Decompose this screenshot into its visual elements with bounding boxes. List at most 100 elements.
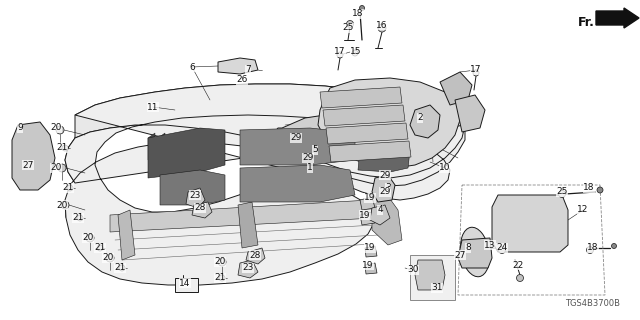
- Polygon shape: [160, 170, 225, 205]
- Polygon shape: [218, 58, 258, 74]
- Circle shape: [97, 245, 103, 251]
- Polygon shape: [168, 133, 175, 160]
- Text: 3: 3: [385, 183, 391, 193]
- Text: 23: 23: [243, 263, 253, 273]
- Text: 24: 24: [497, 244, 508, 252]
- Text: 17: 17: [470, 66, 482, 75]
- Polygon shape: [320, 87, 402, 108]
- Text: 27: 27: [22, 161, 34, 170]
- Text: 25: 25: [556, 188, 568, 196]
- Circle shape: [378, 24, 386, 32]
- Polygon shape: [323, 105, 405, 126]
- Text: 9: 9: [17, 124, 23, 132]
- Circle shape: [473, 70, 479, 76]
- Text: 16: 16: [376, 20, 388, 29]
- Circle shape: [218, 258, 226, 266]
- Text: 8: 8: [465, 244, 471, 252]
- Text: 7: 7: [245, 66, 251, 75]
- Text: 14: 14: [179, 278, 191, 287]
- Polygon shape: [238, 260, 258, 278]
- Polygon shape: [238, 202, 258, 248]
- Ellipse shape: [461, 227, 490, 277]
- Polygon shape: [272, 115, 345, 162]
- Circle shape: [62, 145, 68, 151]
- Text: 30: 30: [407, 266, 419, 275]
- Circle shape: [67, 185, 73, 191]
- Text: 20: 20: [51, 124, 61, 132]
- Text: 20: 20: [83, 234, 93, 243]
- Circle shape: [56, 126, 64, 134]
- Polygon shape: [318, 78, 460, 168]
- Text: 29: 29: [302, 154, 314, 163]
- Text: 6: 6: [189, 62, 195, 71]
- Polygon shape: [365, 263, 377, 274]
- Polygon shape: [410, 255, 455, 300]
- Text: 28: 28: [250, 251, 260, 260]
- Polygon shape: [175, 278, 198, 292]
- Polygon shape: [240, 165, 355, 202]
- Polygon shape: [329, 141, 411, 162]
- Text: 20: 20: [102, 253, 114, 262]
- Circle shape: [499, 246, 506, 253]
- Polygon shape: [240, 128, 355, 165]
- Polygon shape: [458, 238, 492, 268]
- Polygon shape: [326, 123, 408, 144]
- Text: 31: 31: [431, 284, 443, 292]
- Text: 18: 18: [352, 10, 364, 19]
- Circle shape: [586, 246, 593, 253]
- Text: 26: 26: [236, 76, 248, 84]
- Polygon shape: [192, 202, 212, 218]
- Circle shape: [352, 50, 358, 56]
- Text: 12: 12: [577, 205, 589, 214]
- Polygon shape: [372, 192, 402, 245]
- Polygon shape: [370, 205, 390, 225]
- Text: 29: 29: [291, 133, 301, 142]
- Text: 1: 1: [307, 164, 313, 172]
- Polygon shape: [186, 188, 205, 208]
- Polygon shape: [492, 195, 568, 252]
- Text: 19: 19: [364, 244, 376, 252]
- Polygon shape: [110, 200, 380, 232]
- Text: 19: 19: [362, 260, 374, 269]
- Polygon shape: [360, 212, 375, 225]
- Text: 23: 23: [189, 190, 201, 199]
- Polygon shape: [12, 122, 55, 190]
- Polygon shape: [365, 246, 377, 257]
- Circle shape: [346, 20, 353, 28]
- Circle shape: [611, 244, 616, 249]
- Text: 21: 21: [62, 183, 74, 193]
- Polygon shape: [158, 133, 165, 160]
- Polygon shape: [415, 260, 445, 290]
- Text: 29: 29: [380, 188, 390, 196]
- Polygon shape: [148, 133, 155, 160]
- Text: 27: 27: [454, 251, 466, 260]
- Circle shape: [559, 190, 566, 197]
- Text: 20: 20: [214, 258, 226, 267]
- Text: 13: 13: [484, 241, 496, 250]
- Polygon shape: [148, 128, 225, 178]
- FancyArrow shape: [596, 8, 639, 28]
- Text: 21: 21: [72, 213, 84, 222]
- Text: TGS4B3700B: TGS4B3700B: [565, 299, 620, 308]
- Circle shape: [219, 275, 225, 281]
- Text: 19: 19: [359, 211, 371, 220]
- Text: 21: 21: [214, 274, 226, 283]
- Circle shape: [58, 164, 66, 172]
- Text: 21: 21: [115, 263, 125, 273]
- Polygon shape: [246, 248, 265, 264]
- Text: 15: 15: [350, 47, 362, 57]
- Circle shape: [360, 5, 365, 11]
- Polygon shape: [410, 105, 440, 138]
- Circle shape: [77, 215, 83, 221]
- Circle shape: [119, 265, 125, 271]
- Circle shape: [86, 234, 94, 242]
- Text: 20: 20: [51, 164, 61, 172]
- Circle shape: [61, 201, 69, 209]
- Text: 28: 28: [195, 204, 205, 212]
- Text: 29: 29: [380, 171, 390, 180]
- Text: 21: 21: [94, 244, 106, 252]
- Circle shape: [337, 52, 343, 58]
- Polygon shape: [118, 210, 135, 260]
- Text: 11: 11: [147, 102, 159, 111]
- Text: 22: 22: [513, 260, 524, 269]
